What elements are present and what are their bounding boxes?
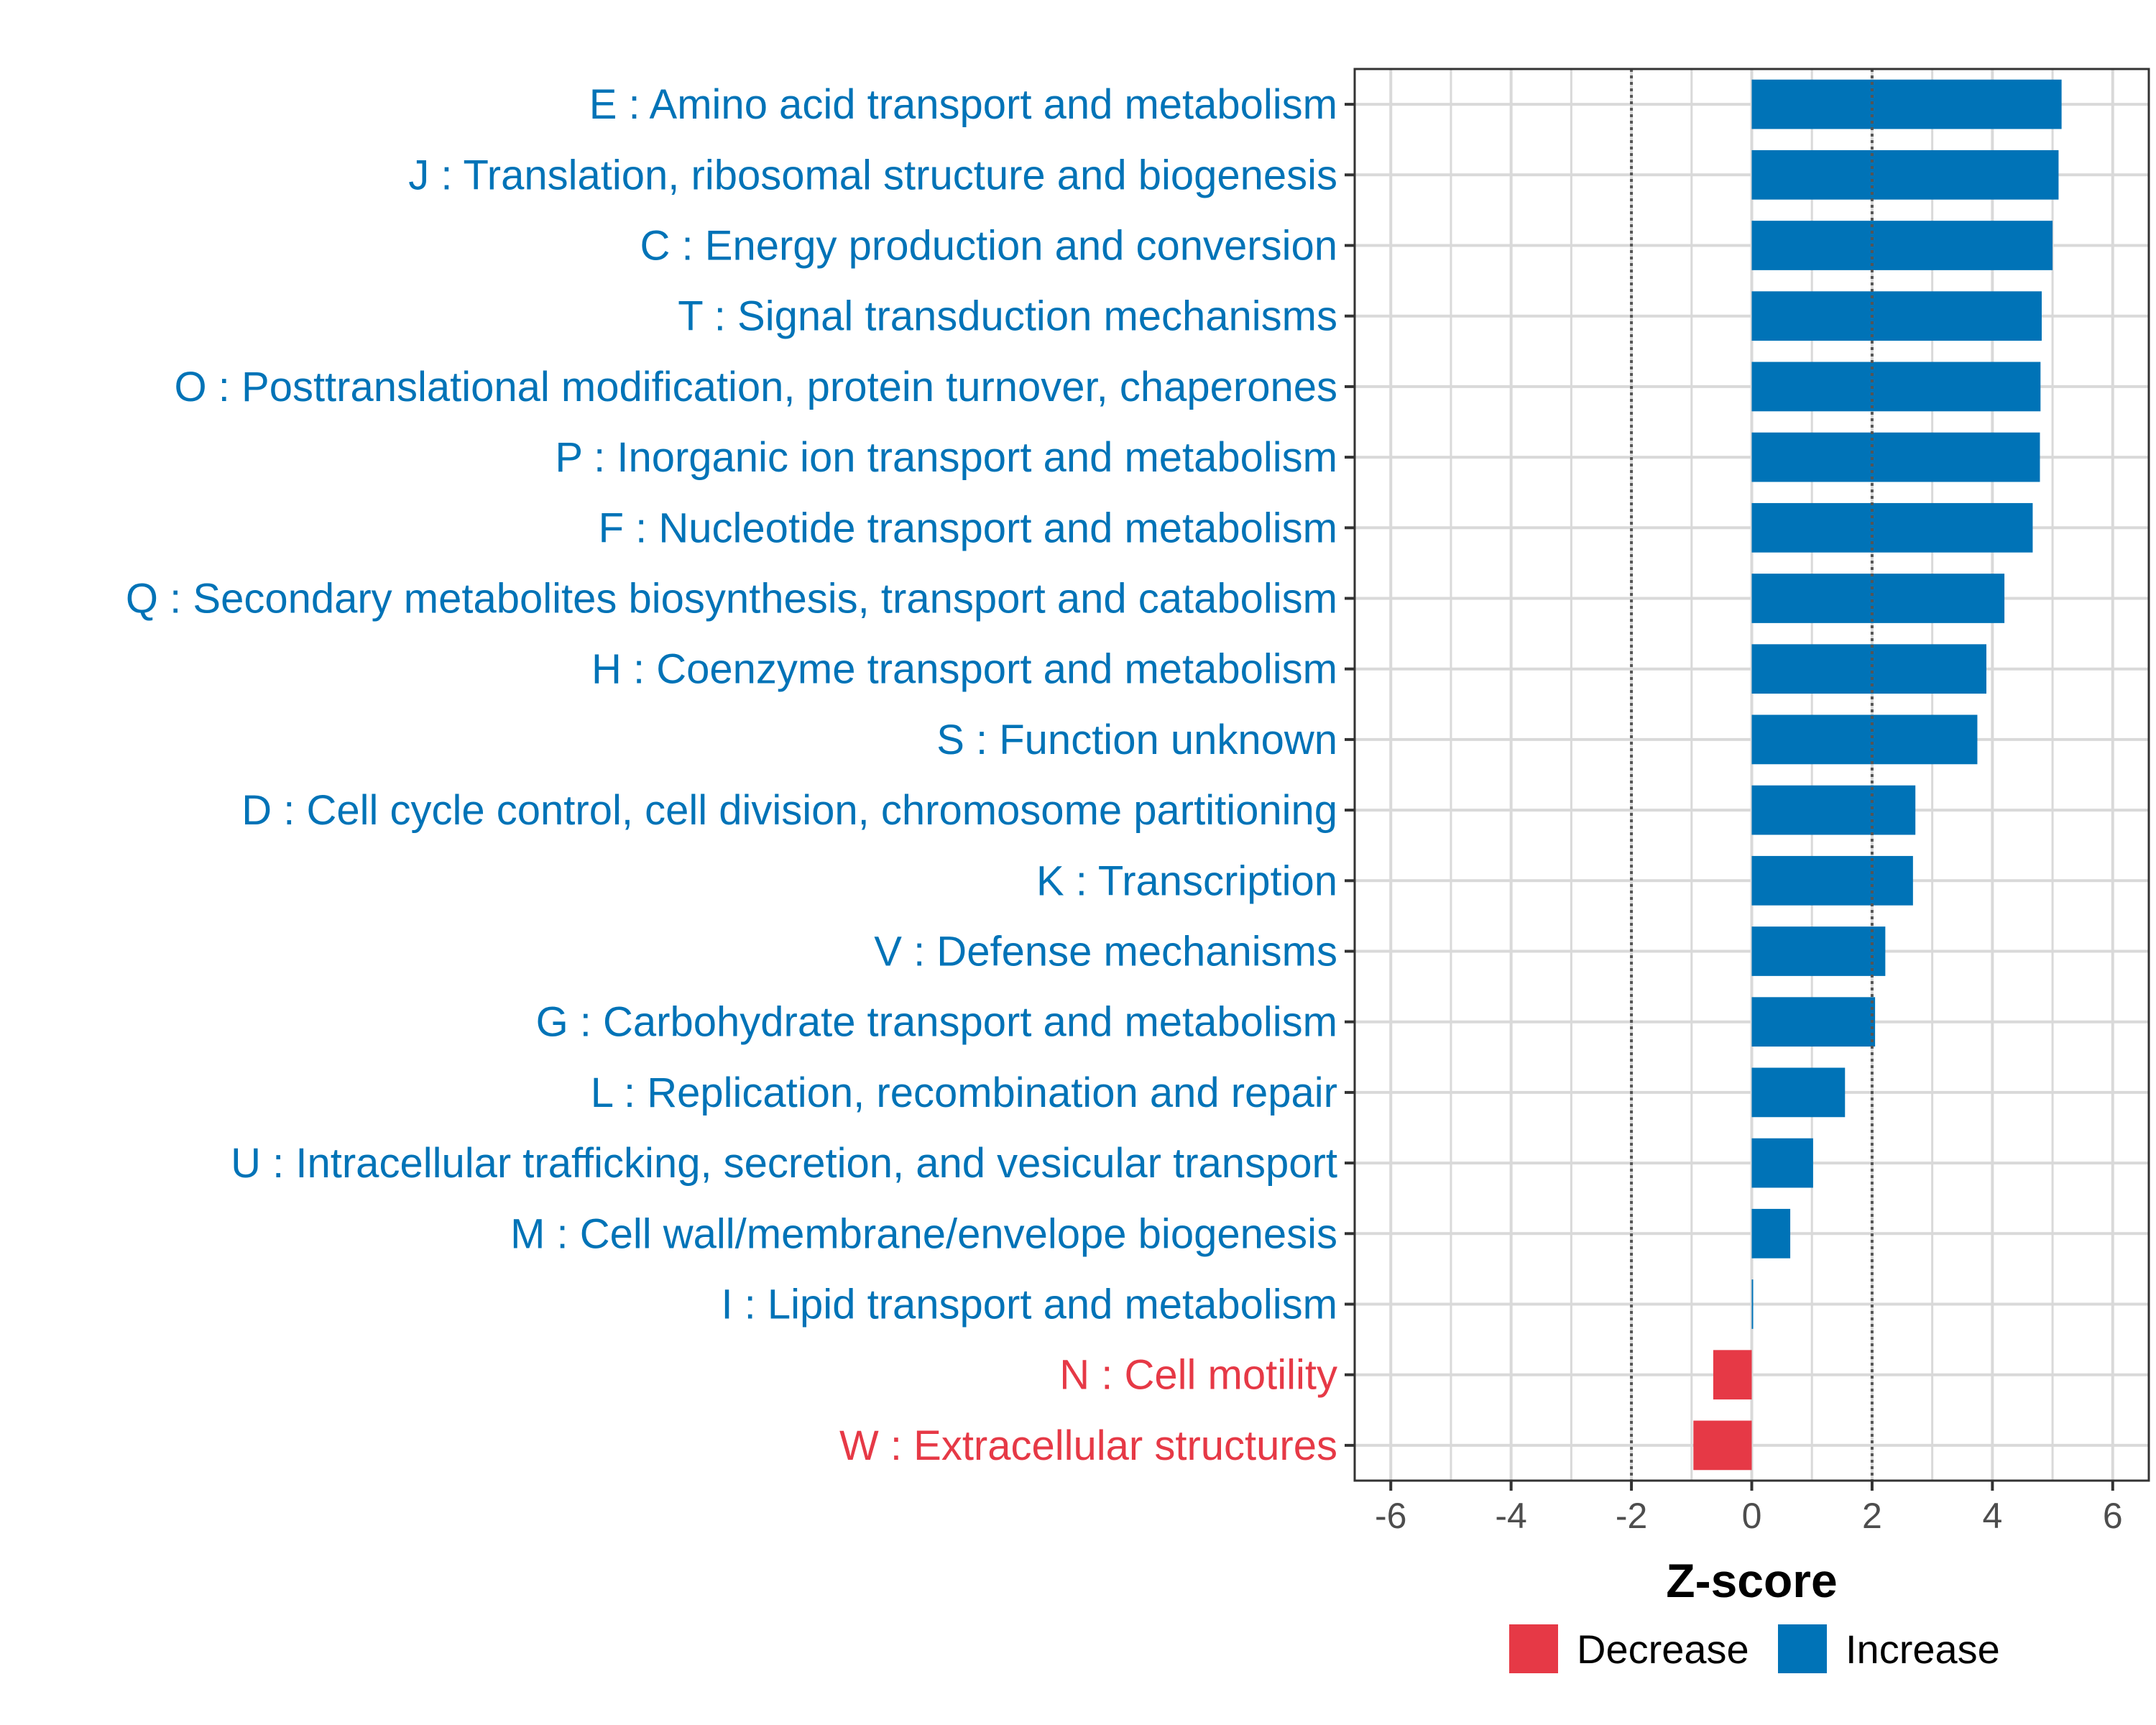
category-label: Q : Secondary metabolites biosynthesis, … bbox=[126, 576, 1337, 622]
x-tick-label: -4 bbox=[1495, 1496, 1526, 1536]
legend-swatch bbox=[1509, 1624, 1558, 1673]
category-label: C : Energy production and conversion bbox=[640, 223, 1337, 270]
bar bbox=[1713, 1350, 1752, 1400]
bar bbox=[1751, 714, 1978, 765]
category-label: E : Amino acid transport and metabolism bbox=[589, 81, 1337, 128]
bar bbox=[1751, 855, 1913, 906]
bar bbox=[1751, 502, 2033, 553]
bar bbox=[1751, 362, 2041, 412]
bar bbox=[1751, 997, 1876, 1047]
category-label: M : Cell wall/membrane/envelope biogenes… bbox=[510, 1210, 1337, 1257]
bar bbox=[1751, 644, 1986, 694]
legend: Decrease Increase bbox=[1509, 1624, 2000, 1673]
bar bbox=[1751, 432, 2040, 482]
bar bbox=[1751, 1279, 1754, 1329]
legend-swatch bbox=[1778, 1624, 1827, 1673]
bar bbox=[1751, 1208, 1791, 1259]
x-tick-label: 4 bbox=[1982, 1496, 2002, 1536]
reference-lines bbox=[1630, 69, 1874, 1481]
category-label: N : Cell motility bbox=[1059, 1352, 1337, 1399]
category-label: K : Transcription bbox=[1036, 857, 1337, 904]
bar bbox=[1751, 785, 1916, 835]
category-label: J : Translation, ribosomal structure and… bbox=[408, 152, 1337, 198]
bar bbox=[1693, 1420, 1752, 1471]
x-axis-title: Z-score bbox=[1666, 1554, 1837, 1607]
category-label: V : Defense mechanisms bbox=[874, 929, 1337, 975]
x-tick-label: 6 bbox=[2103, 1496, 2123, 1536]
category-label: G : Carbohydrate transport and metabolis… bbox=[536, 999, 1337, 1046]
y-axis-ticks: E : Amino acid transport and metabolism J… bbox=[126, 81, 1355, 1469]
category-label: H : Coenzyme transport and metabolism bbox=[591, 646, 1337, 693]
bar bbox=[1751, 150, 2059, 200]
x-tick-label: 2 bbox=[1862, 1496, 1882, 1536]
bar bbox=[1751, 926, 1886, 976]
category-label: L : Replication, recombination and repai… bbox=[591, 1070, 1337, 1116]
legend-label: Increase bbox=[1846, 1627, 2000, 1672]
bar bbox=[1751, 291, 2042, 341]
x-tick-label: -6 bbox=[1375, 1496, 1406, 1536]
bar bbox=[1751, 1138, 1813, 1188]
bar bbox=[1751, 79, 2062, 129]
category-label: F : Nucleotide transport and metabolism bbox=[599, 505, 1337, 551]
bar bbox=[1751, 1067, 1846, 1118]
category-label: W : Extracellular structures bbox=[839, 1422, 1337, 1469]
legend-label: Decrease bbox=[1577, 1627, 1749, 1672]
bar bbox=[1751, 574, 2005, 623]
bars bbox=[1693, 79, 2062, 1471]
category-label: I : Lipid transport and metabolism bbox=[721, 1282, 1337, 1328]
category-label: U : Intracellular trafficking, secretion… bbox=[231, 1140, 1337, 1187]
category-label: S : Function unknown bbox=[936, 717, 1337, 763]
x-tick-label: -2 bbox=[1616, 1496, 1647, 1536]
bar bbox=[1751, 221, 2053, 270]
category-label: P : Inorganic ion transport and metaboli… bbox=[555, 434, 1337, 481]
category-label: T : Signal transduction mechanisms bbox=[678, 293, 1337, 340]
x-tick-label: 0 bbox=[1742, 1496, 1762, 1536]
x-axis-ticks: -6 -4 -2 0 2 4 6 bbox=[1375, 1481, 2123, 1536]
category-label: D : Cell cycle control, cell division, c… bbox=[241, 787, 1337, 834]
category-label: O : Posttranslational modification, prot… bbox=[175, 364, 1337, 410]
